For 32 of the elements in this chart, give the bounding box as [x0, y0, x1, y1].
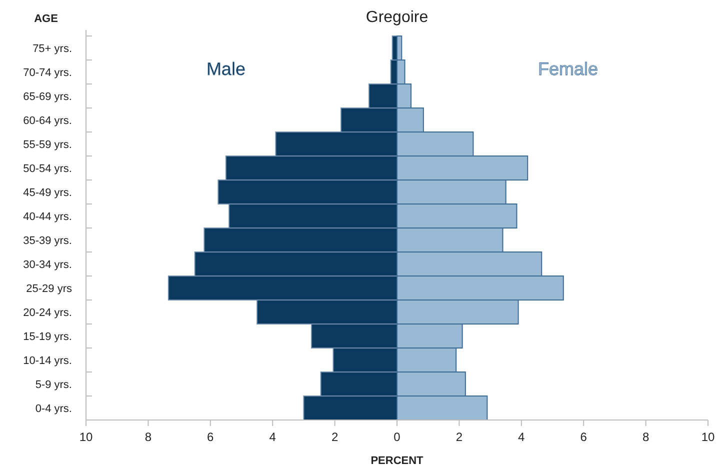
x-tick-label: 6: [207, 430, 214, 444]
x-tick-label: 2: [456, 430, 463, 444]
y-axis-title: AGE: [34, 13, 58, 25]
y-tick-label: 15-19 yrs.: [23, 331, 72, 343]
y-tick-label: 20-24 yrs.: [23, 307, 72, 319]
x-tick-label: 2: [331, 430, 338, 444]
x-tick-label: 8: [144, 430, 152, 444]
y-tick-label: 25-29 yrs: [26, 283, 72, 295]
x-axis-title: PERCENT: [370, 455, 424, 467]
y-tick-label: 70-74 yrs.: [23, 67, 72, 79]
y-tick-label: 55-59 yrs.: [23, 139, 72, 151]
y-tick-label: 60-64 yrs.: [23, 115, 72, 127]
y-tick-label: 40-44 yrs.: [23, 211, 72, 223]
text: Male: [206, 59, 246, 79]
y-tick-label: 10-14 yrs.: [23, 355, 72, 367]
y-tick-label: 45-49 yrs.: [23, 187, 72, 199]
x-tick-label: 10: [79, 430, 93, 444]
y-tick-label: 50-54 yrs.: [23, 163, 72, 175]
y-tick-label: 0-4 yrs.: [35, 403, 72, 415]
x-tick-label: 10: [701, 430, 715, 444]
chart-title: Gregoire: [366, 9, 428, 26]
x-tick-label: 0: [394, 430, 401, 444]
y-tick-label: 65-69 yrs.: [23, 91, 72, 103]
y-tick-label: 75+ yrs.: [32, 43, 72, 55]
x-tick-label: 8: [642, 430, 650, 444]
y-tick-label: 30-34 yrs.: [23, 259, 72, 271]
x-tick-label: 4: [518, 430, 526, 444]
y-tick-label: 5-9 yrs.: [35, 379, 72, 391]
x-tick-label: 6: [580, 430, 588, 444]
text: Female: [538, 59, 598, 79]
y-tick-label: 35-39 yrs.: [23, 235, 72, 247]
x-tick-label: 4: [269, 430, 276, 444]
